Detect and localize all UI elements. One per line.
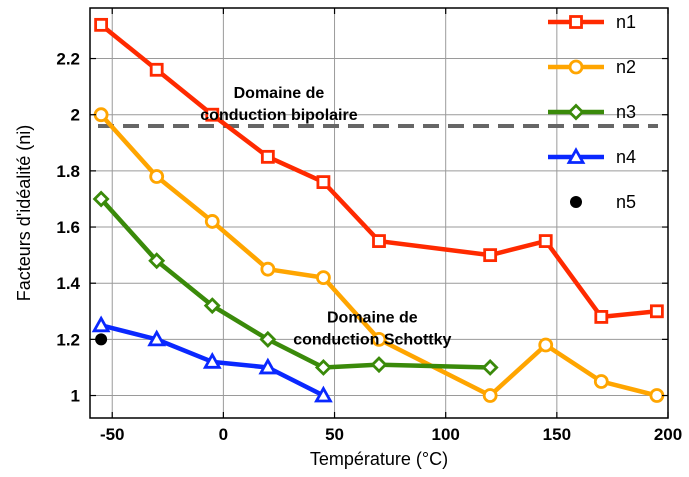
data-point-n3	[92, 190, 110, 208]
legend-marker	[570, 196, 582, 208]
data-point-n4	[258, 357, 278, 375]
y-tick-label: 1.8	[56, 162, 80, 181]
series-n2	[93, 107, 665, 403]
annotations-group: Domaine de conduction bipolaire Domaine de…	[200, 85, 451, 349]
series-line-n1	[99, 23, 658, 320]
data-point-n2	[593, 374, 609, 389]
legend-marker	[568, 59, 584, 75]
data-point-n1	[94, 17, 109, 32]
plot-frame	[89, 7, 669, 419]
data-point-n4	[91, 315, 111, 333]
y-axis-ticks: 1 1.2 1.4 1.6 1.8 2 2.2	[56, 50, 668, 406]
data-point-n2	[149, 169, 165, 184]
legend-item-n4: n4	[548, 147, 636, 167]
data-point-n5	[95, 333, 108, 346]
data-point-n3	[203, 297, 221, 315]
data-point-n3	[259, 330, 277, 348]
data-point-n1	[649, 304, 664, 319]
series-n3	[92, 190, 499, 376]
legend-marker	[567, 103, 585, 121]
legend-item-n5: n5	[570, 192, 636, 212]
y-tick-label: 1	[71, 387, 80, 406]
legend-item-n3: n3	[548, 102, 636, 122]
x-tick-label: -50	[100, 425, 125, 444]
data-point-n1	[538, 234, 553, 248]
data-point-n1	[260, 149, 275, 164]
x-tick-label: 0	[219, 425, 228, 444]
data-point-n1	[205, 107, 220, 122]
series-n5	[95, 333, 108, 346]
x-tick-label: 100	[432, 425, 460, 444]
data-point-n3	[481, 358, 499, 376]
data-point-n3	[314, 358, 332, 376]
legend-label: n1	[616, 12, 636, 32]
legend-item-n2: n2	[548, 57, 636, 77]
x-tick-label: 150	[543, 425, 571, 444]
x-axis-label: Température (°C)	[310, 449, 448, 469]
data-point-n1	[483, 248, 498, 263]
series-line-n2	[99, 113, 658, 398]
data-point-n2	[316, 270, 331, 285]
data-point-n1	[594, 310, 609, 324]
y-tick-label: 1.4	[56, 274, 80, 293]
legend: n1 n2 n3 n4 n5	[548, 12, 636, 212]
data-point-n2	[204, 214, 220, 229]
data-point-n4	[202, 351, 222, 369]
data-point-n2	[538, 337, 554, 353]
data-point-n1	[372, 234, 386, 248]
data-point-n4	[147, 329, 167, 347]
data-point-n2	[649, 388, 665, 403]
legend-label: n4	[616, 147, 636, 167]
data-point-n1	[316, 175, 331, 190]
annotation-text: Domaine de	[234, 85, 325, 102]
series-group	[91, 17, 665, 403]
y-tick-label: 2	[71, 106, 80, 125]
y-tick-label: 1.2	[56, 330, 80, 349]
legend-marker	[566, 147, 586, 164]
legend-item-n1: n1	[548, 12, 636, 32]
legend-label: n3	[616, 102, 636, 122]
y-axis-label: Facteurs d'idéalité (ni)	[14, 125, 34, 302]
data-point-n2	[260, 261, 276, 277]
data-point-n4	[314, 385, 333, 403]
y-tick-label: 2.2	[56, 50, 80, 69]
annotation-text: Domaine de	[327, 310, 418, 327]
data-point-n3	[370, 356, 388, 374]
legend-label: n5	[616, 192, 636, 212]
data-point-n2	[93, 107, 109, 123]
data-point-n3	[148, 252, 166, 270]
data-point-n1	[149, 62, 164, 77]
legend-marker	[569, 15, 583, 29]
data-point-n2	[482, 388, 498, 403]
series-n1	[94, 17, 664, 324]
annotation-text: conduction bipolaire	[200, 107, 357, 124]
series-n4	[91, 315, 333, 403]
annotation-text: conduction Schottky	[293, 332, 451, 349]
x-tick-label: 200	[654, 425, 682, 444]
legend-label: n2	[616, 57, 636, 77]
y-tick-label: 1.6	[56, 218, 80, 237]
x-axis-ticks: -50 0 50 100 150 200	[100, 8, 682, 444]
x-tick-label: 50	[325, 425, 344, 444]
data-point-n2	[371, 331, 387, 347]
